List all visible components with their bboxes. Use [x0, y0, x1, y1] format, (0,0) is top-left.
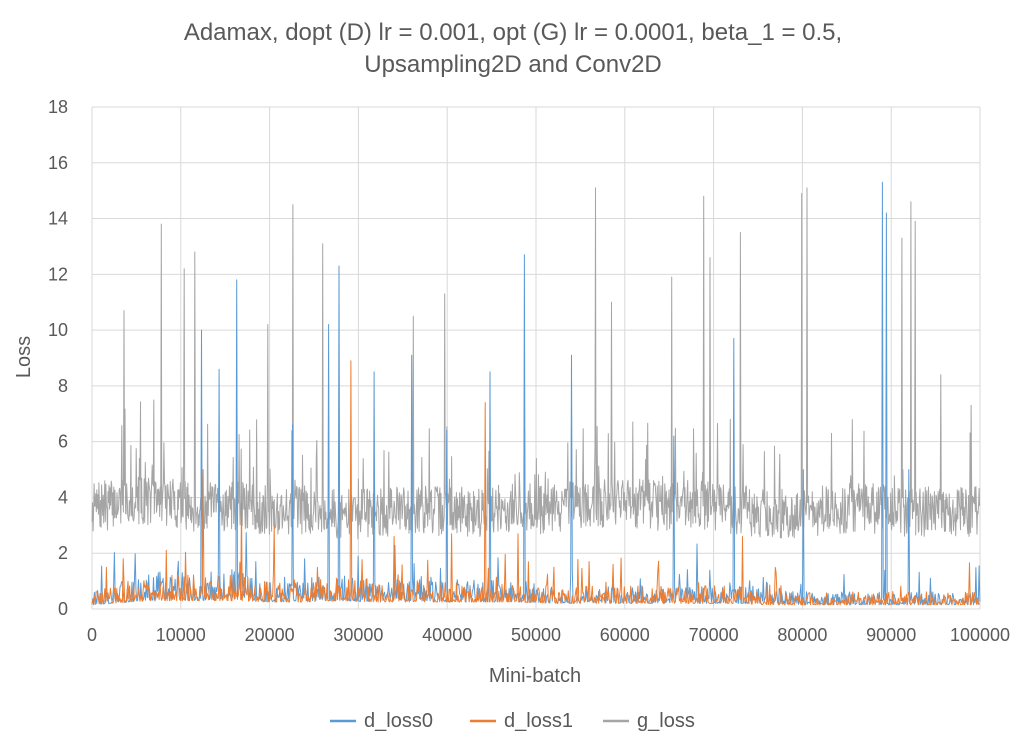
x-tick-label: 20000	[245, 625, 295, 645]
y-tick-label: 2	[58, 543, 68, 563]
legend-label-d_loss1: d_loss1	[504, 710, 573, 732]
y-tick-label: 4	[58, 487, 68, 507]
x-tick-label: 90000	[866, 625, 916, 645]
y-tick-label: 0	[58, 599, 68, 619]
x-axis-title: Mini-batch	[489, 665, 581, 687]
x-tick-label: 50000	[511, 625, 561, 645]
chart-title-line-2: Upsampling2D and Conv2D	[364, 51, 662, 78]
series-lines	[91, 181, 981, 606]
y-tick-label: 6	[58, 432, 68, 452]
y-tick-label: 8	[58, 376, 68, 396]
y-tick-label: 18	[48, 97, 68, 117]
legend-label-g_loss: g_loss	[637, 710, 695, 732]
y-tick-label: 16	[48, 153, 68, 173]
x-tick-label: 10000	[156, 625, 206, 645]
legend-label-d_loss0: d_loss0	[364, 710, 433, 732]
y-tick-label: 14	[48, 209, 68, 229]
x-tick-label: 60000	[600, 625, 650, 645]
x-tick-label: 0	[87, 625, 97, 645]
legend: d_loss0 d_loss1 g_loss	[330, 710, 695, 732]
x-tick-label: 80000	[777, 625, 827, 645]
chart-title-line-1: Adamax, dopt (D) lr = 0.001, opt (G) lr …	[184, 19, 842, 46]
y-tick-label: 10	[48, 320, 68, 340]
x-tick-label: 40000	[422, 625, 472, 645]
series-line-g_loss	[91, 187, 981, 540]
tick-labels: 0 2 4 6 8 10 12 14 16 18 0 10000 20000 30000 40000 5000…	[48, 97, 1010, 645]
x-tick-label: 100000	[950, 625, 1010, 645]
series-line-d_loss1	[91, 360, 980, 606]
y-tick-label: 12	[48, 264, 68, 284]
gridlines	[91, 106, 981, 610]
x-tick-label: 30000	[333, 625, 383, 645]
x-tick-label: 70000	[689, 625, 739, 645]
y-axis-title: Loss	[13, 336, 35, 378]
